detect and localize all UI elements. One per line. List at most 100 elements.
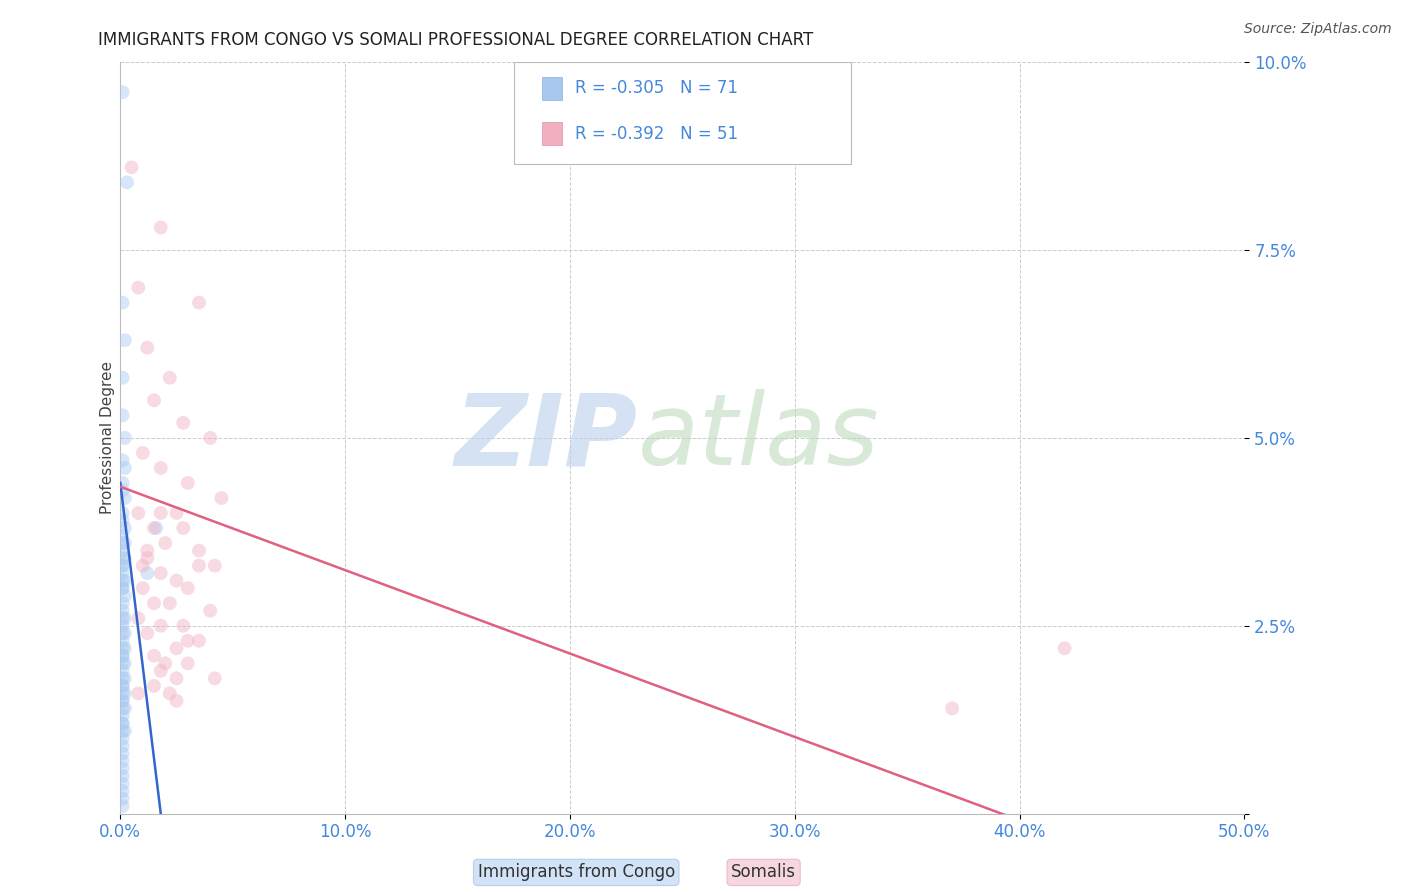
Point: [177, 657, 200, 671]
Text: IMMIGRANTS FROM CONGO VS SOMALI PROFESSIONAL DEGREE CORRELATION CHART: IMMIGRANTS FROM CONGO VS SOMALI PROFESSI…: [98, 31, 814, 49]
Text: Somalis: Somalis: [731, 863, 796, 881]
Point: [111, 611, 134, 625]
Point: [136, 551, 159, 566]
Point: [111, 604, 134, 618]
Point: [111, 799, 134, 814]
Point: [111, 671, 134, 685]
Point: [143, 679, 166, 693]
Point: [114, 431, 136, 445]
Point: [166, 671, 188, 685]
Point: [114, 551, 136, 566]
Point: [127, 611, 149, 625]
Point: [111, 633, 134, 648]
Point: [1053, 641, 1076, 656]
Point: [177, 581, 200, 595]
Point: [121, 161, 143, 175]
Point: [115, 175, 138, 189]
Point: [114, 686, 136, 700]
Point: [188, 295, 211, 310]
Point: [111, 791, 134, 805]
Point: [111, 731, 134, 746]
Y-axis label: Professional Degree: Professional Degree: [100, 361, 115, 515]
Point: [111, 648, 134, 663]
Point: [204, 671, 226, 685]
Point: [114, 574, 136, 588]
Point: [114, 723, 136, 738]
Point: [143, 521, 166, 535]
Point: [111, 618, 134, 632]
Point: [111, 626, 134, 640]
Point: [114, 641, 136, 656]
Point: [114, 701, 136, 715]
Point: [111, 528, 134, 542]
Point: [111, 686, 134, 700]
Point: [200, 431, 222, 445]
Text: Immigrants from Congo: Immigrants from Congo: [478, 863, 675, 881]
FancyBboxPatch shape: [513, 62, 851, 163]
Text: R = -0.392   N = 51: R = -0.392 N = 51: [575, 125, 738, 143]
Point: [111, 596, 134, 610]
Point: [143, 596, 166, 610]
Point: [188, 558, 211, 573]
Point: [111, 716, 134, 731]
Point: [149, 566, 172, 581]
Point: [155, 657, 177, 671]
Point: [132, 446, 155, 460]
Point: [111, 701, 134, 715]
Point: [111, 716, 134, 731]
Point: [111, 581, 134, 595]
Point: [111, 784, 134, 798]
Point: [136, 341, 159, 355]
Point: [166, 694, 188, 708]
Point: [111, 370, 134, 384]
Point: [145, 521, 167, 535]
Point: [111, 409, 134, 423]
Point: [111, 679, 134, 693]
Point: [149, 461, 172, 475]
Point: [111, 762, 134, 776]
Point: [114, 461, 136, 475]
Point: [111, 558, 134, 573]
Point: [111, 754, 134, 768]
Point: [111, 641, 134, 656]
Point: [172, 416, 194, 430]
Point: [143, 648, 166, 663]
Point: [941, 701, 963, 715]
Point: [155, 536, 177, 550]
Point: [111, 648, 134, 663]
Point: [132, 558, 155, 573]
Point: [127, 280, 149, 294]
Point: [111, 506, 134, 520]
Point: [149, 220, 172, 235]
Point: [159, 370, 181, 384]
Point: [111, 558, 134, 573]
Point: [172, 521, 194, 535]
Point: [114, 611, 136, 625]
Point: [111, 566, 134, 581]
Point: [111, 581, 134, 595]
Point: [114, 589, 136, 603]
Point: [111, 475, 134, 490]
Point: [188, 543, 211, 558]
Point: [111, 679, 134, 693]
Point: [136, 566, 159, 581]
Point: [111, 723, 134, 738]
Bar: [541, 78, 561, 100]
Text: R = -0.305   N = 71: R = -0.305 N = 71: [575, 79, 738, 97]
Point: [111, 85, 134, 99]
Point: [211, 491, 233, 505]
Point: [177, 633, 200, 648]
Point: [111, 657, 134, 671]
Point: [111, 551, 134, 566]
Point: [149, 506, 172, 520]
Point: [136, 543, 159, 558]
Point: [149, 664, 172, 678]
Bar: [541, 122, 561, 145]
Point: [111, 747, 134, 761]
Point: [111, 574, 134, 588]
Point: [136, 626, 159, 640]
Text: Source: ZipAtlas.com: Source: ZipAtlas.com: [1244, 22, 1392, 37]
Point: [159, 686, 181, 700]
Point: [114, 333, 136, 347]
Point: [111, 776, 134, 790]
